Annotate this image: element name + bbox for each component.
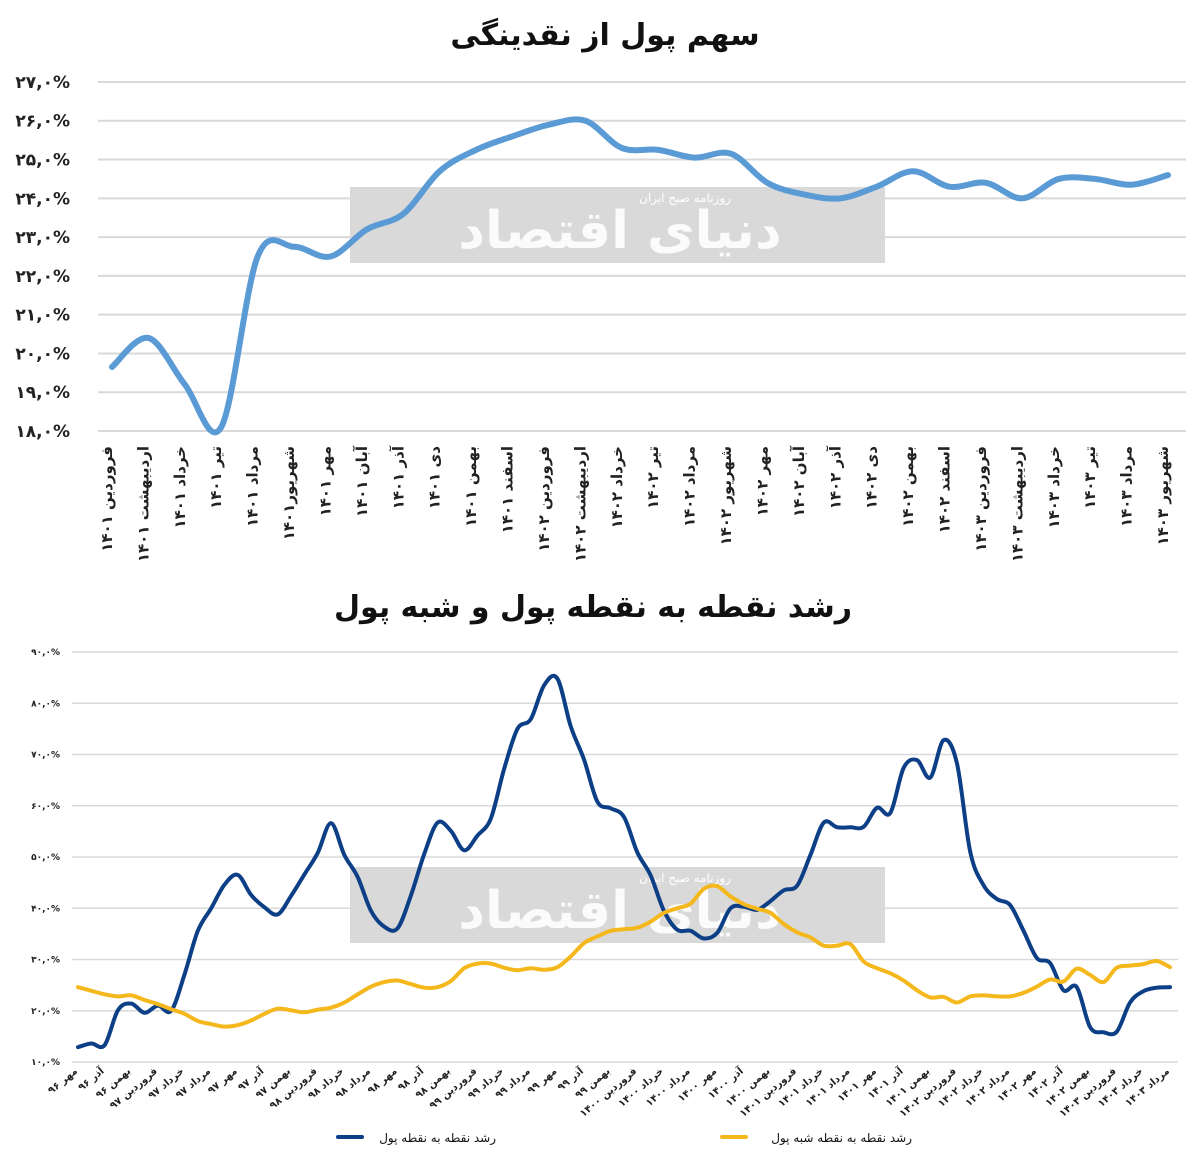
x-tick-label: مرداد ۱۴۰۱ bbox=[244, 446, 262, 527]
y-tick-label: ۴۰,۰% bbox=[31, 904, 60, 914]
chart-money-growth: رشد نقطه به نقطه پول و شبه پول دنیای اقت… bbox=[31, 590, 1178, 1146]
x-tick-label: فروردین ۱۴۰۳ bbox=[972, 446, 990, 552]
chart2-legend: رشد نقطه به نقطه پول رشد نقطه به نقطه شب… bbox=[336, 1131, 912, 1146]
watermark-logo: دنیای اقتصاد bbox=[458, 881, 781, 941]
y-tick-label: ۲۲,۰% bbox=[15, 267, 70, 287]
watermark-logo: دنیای اقتصاد bbox=[458, 201, 781, 261]
x-tick-label: دی ۱۴۰۲ bbox=[863, 446, 881, 510]
y-tick-label: ۲۴,۰% bbox=[15, 189, 70, 209]
y-tick-label: ۲۵,۰% bbox=[15, 151, 70, 171]
chart1-y-axis: ۱۸,۰% ۱۹,۰% ۲۰,۰% ۲۱,۰% ۲۲,۰% ۲۳,۰% ۲۴,۰% ۲۵,۰%… bbox=[15, 73, 70, 442]
y-tick-label: ۲۶,۰% bbox=[15, 112, 70, 132]
x-tick-label: اسفند ۱۴۰۲ bbox=[936, 446, 954, 533]
y-tick-label: ۳۰,۰% bbox=[31, 956, 60, 966]
x-tick-label: خرداد ۱۴۰۲ bbox=[608, 446, 626, 529]
x-tick-label: تیر ۱۴۰۳ bbox=[1081, 446, 1099, 509]
x-tick-label: شهریور۱۴۰۱ bbox=[280, 446, 298, 540]
y-tick-label: ۲۰,۰% bbox=[31, 1007, 60, 1017]
chart2-title: رشد نقطه به نقطه پول و شبه پول bbox=[334, 590, 852, 625]
chart-money-share: سهم پول از نقدینگی دنیای اقتصاد روزنامه … bbox=[15, 17, 1186, 562]
y-tick-label: ۵۰,۰% bbox=[31, 853, 60, 863]
x-tick-label: شهریور ۱۴۰۲ bbox=[717, 446, 735, 546]
x-tick-label: آبان ۱۴۰۲ bbox=[790, 445, 808, 517]
money-growth-line bbox=[76, 673, 1172, 1050]
x-tick-label: آذر ۱۴۰۱ bbox=[389, 445, 407, 509]
x-tick-label: تیر ۱۴۰۲ bbox=[644, 446, 662, 509]
legend-label-money: رشد نقطه به نقطه پول bbox=[379, 1131, 496, 1146]
x-tick-label: اردیبهشت ۱۴۰۲ bbox=[571, 446, 589, 562]
x-tick-label: فروردین ۱۴۰۱ bbox=[98, 446, 116, 552]
watermark-tagline: روزنامه صبح ایران bbox=[639, 191, 731, 206]
chart2-series bbox=[76, 673, 1172, 1050]
x-tick-label: بهمن ۱۴۰۱ bbox=[462, 446, 480, 527]
watermark-band bbox=[350, 187, 885, 263]
y-tick-label: ۱۰,۰% bbox=[31, 1058, 60, 1068]
x-tick-label: مهر ۹۹ bbox=[526, 1066, 560, 1097]
y-tick-label: ۲۱,۰% bbox=[15, 306, 70, 326]
x-tick-label: مهر ۹۷ bbox=[206, 1066, 240, 1097]
watermark-tagline: روزنامه صبح ایران bbox=[639, 871, 731, 886]
y-tick-label: ۱۹,۰% bbox=[15, 383, 70, 403]
chart1-title: سهم پول از نقدینگی bbox=[450, 17, 759, 53]
x-tick-label: خرداد ۱۴۰۱ bbox=[171, 446, 189, 529]
legend-label-quasi-money: رشد نقطه به نقطه شبه پول bbox=[771, 1131, 912, 1146]
x-tick-label: بهمن ۱۴۰۲ bbox=[899, 446, 917, 527]
chart2-y-axis: ۱۰,۰% ۲۰,۰% ۳۰,۰% ۴۰,۰% ۵۰,۰% ۶۰,۰% ۷۰,۰% ۸۰,۰%… bbox=[31, 648, 60, 1068]
x-tick-label: مرداد ۱۴۰۲ bbox=[681, 446, 699, 527]
x-tick-label: مرداد ۱۴۰۳ bbox=[1118, 446, 1136, 527]
x-tick-label: خرداد ۱۴۰۳ bbox=[1045, 446, 1063, 529]
y-tick-label: ۶۰,۰% bbox=[31, 802, 60, 812]
y-tick-label: ۸۰,۰% bbox=[31, 699, 60, 709]
watermark-top: دنیای اقتصاد روزنامه صبح ایران bbox=[350, 187, 885, 263]
x-tick-label: تیر ۱۴۰۱ bbox=[207, 446, 225, 509]
y-tick-label: ۲۳,۰% bbox=[15, 228, 70, 248]
x-tick-label: فروردین ۱۴۰۲ bbox=[535, 446, 553, 552]
y-tick-label: ۱۸,۰% bbox=[15, 422, 70, 442]
y-tick-label: ۷۰,۰% bbox=[31, 751, 60, 761]
x-tick-label: آذر ۱۴۰۲ bbox=[826, 445, 844, 509]
x-tick-label: دی ۱۴۰۱ bbox=[426, 446, 444, 510]
x-tick-label: اردیبهشت ۱۴۰۳ bbox=[1008, 446, 1026, 562]
x-tick-label: مهر ۱۴۰۱ bbox=[316, 446, 334, 516]
chart1-x-axis: فروردین ۱۴۰۱ اردیبهشت ۱۴۰۱ خرداد ۱۴۰۱ تیر ۱… bbox=[98, 445, 1172, 562]
y-tick-label: ۹۰,۰% bbox=[31, 648, 60, 658]
x-tick-label: مهر ۹۸ bbox=[366, 1066, 400, 1097]
x-tick-label: آبان ۱۴۰۱ bbox=[353, 445, 371, 517]
x-tick-label: شهریور ۱۴۰۳ bbox=[1154, 446, 1172, 546]
chart2-grid bbox=[72, 651, 1178, 1063]
x-tick-label: مهر ۱۴۰۲ bbox=[753, 446, 771, 516]
x-tick-label: اردیبهشت ۱۴۰۱ bbox=[134, 446, 152, 562]
x-tick-label: مهر ۹۶ bbox=[46, 1066, 80, 1097]
x-tick-label: اسفند ۱۴۰۱ bbox=[499, 446, 517, 533]
y-tick-label: ۲۷,۰% bbox=[15, 73, 70, 93]
y-tick-label: ۲۰,۰% bbox=[15, 344, 70, 364]
chart1-series bbox=[109, 116, 1171, 436]
